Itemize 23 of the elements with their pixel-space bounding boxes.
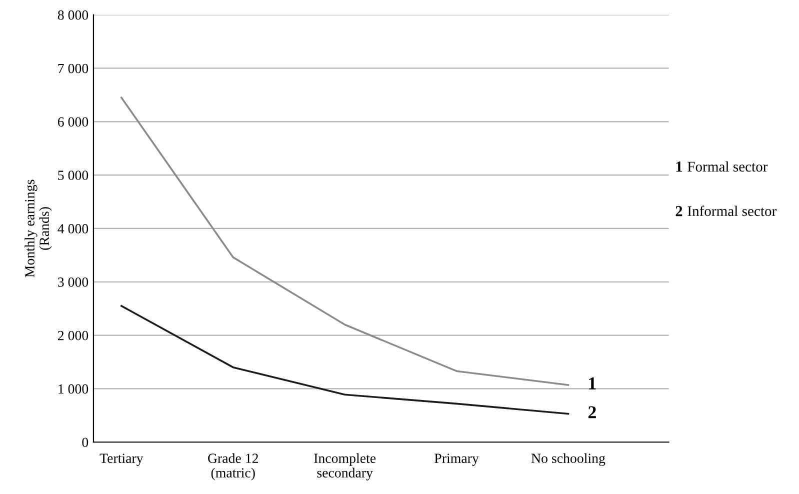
y-tick-label: 0 [82,438,88,448]
x-tick-label: Primary [434,454,479,466]
x-tick-label: Tertiary [100,454,144,466]
y-tick-label: 1 000 [58,384,88,394]
x-tick-label: Grade 12 (matric) [208,453,258,480]
line-series [120,96,570,386]
y-tick-label: 2 000 [58,330,88,340]
text: 1 [676,162,682,172]
y-axis-title: Monthly earnings (Rands) [24,180,52,278]
annotation: 2 [588,406,596,418]
text: 2 [676,206,682,216]
line-series [120,305,570,415]
y-tick-label: 6 000 [58,117,88,127]
y-tick-label: 5 000 [58,170,88,180]
text: Informal sector [688,206,776,216]
y-tick-label: 3 000 [58,277,88,287]
y-tick-label: 8 000 [58,10,88,20]
y-tick-label: 4 000 [58,224,88,234]
text: Formal sector [688,161,768,172]
x-tick-label: No schooling [531,453,606,466]
x-tick-label: Incomplete secondary [314,453,376,480]
y-tick-label: 7 000 [58,64,88,74]
annotation: 1 [589,377,596,390]
